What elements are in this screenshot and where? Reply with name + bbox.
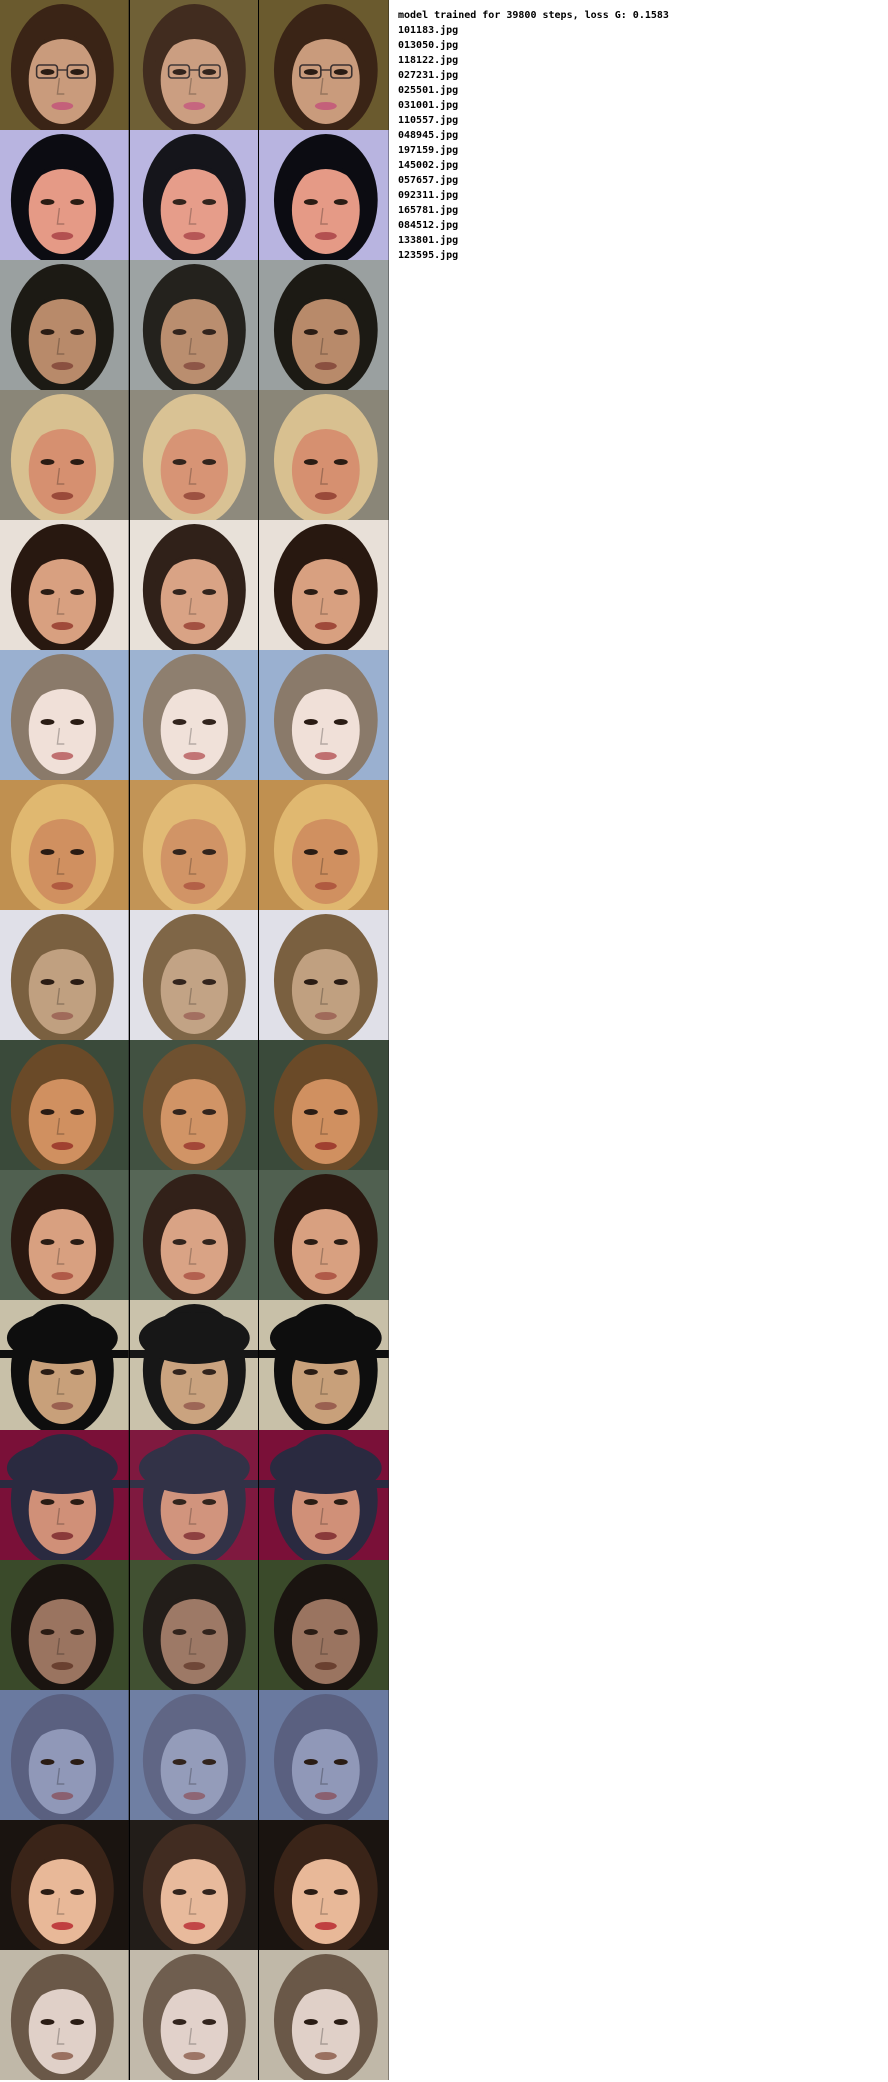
sample-row: [0, 1170, 389, 1300]
input-image: [0, 390, 130, 520]
reconstructed-image: [129, 0, 260, 130]
target-image: [259, 0, 389, 130]
sample-row: [0, 1690, 389, 1820]
target-image: [259, 1430, 389, 1560]
sample-row: [0, 650, 389, 780]
target-image: [259, 910, 389, 1040]
input-image: [0, 1820, 130, 1950]
input-image: [0, 260, 130, 390]
sample-row: [0, 1820, 389, 1950]
reconstructed-image: [129, 260, 260, 390]
target-image: [259, 260, 389, 390]
input-image: [0, 520, 130, 650]
reconstructed-image: [129, 1690, 260, 1820]
target-image: [259, 520, 389, 650]
sample-row: [0, 520, 389, 650]
sample-grid: [0, 0, 389, 2080]
target-image: [259, 1690, 389, 1820]
sample-row: [0, 1430, 389, 1560]
sample-row: [0, 0, 389, 130]
input-image: [0, 1950, 130, 2080]
sample-row: [0, 780, 389, 910]
reconstructed-image: [129, 520, 260, 650]
reconstructed-image: [129, 780, 260, 910]
reconstructed-image: [129, 390, 260, 520]
file-name: 057657.jpg: [398, 175, 459, 186]
training-log: model trained for 39800 steps, loss G: 0…: [398, 8, 878, 263]
reconstructed-image: [129, 130, 260, 260]
input-image: [0, 1560, 130, 1690]
target-image: [259, 650, 389, 780]
file-name: 027231.jpg: [398, 70, 459, 81]
target-image: [259, 1040, 389, 1170]
sample-row: [0, 260, 389, 390]
file-name: 165781.jpg: [398, 205, 459, 216]
input-image: [0, 1430, 130, 1560]
file-name: 092311.jpg: [398, 190, 459, 201]
input-image: [0, 780, 130, 910]
file-list: 101183.jpg 013050.jpg 118122.jpg 027231.jpg…: [398, 23, 878, 263]
file-name: 025501.jpg: [398, 85, 459, 96]
sample-row: [0, 910, 389, 1040]
file-name: 123595.jpg: [398, 250, 459, 261]
file-name: 084512.jpg: [398, 220, 459, 231]
file-name: 013050.jpg: [398, 40, 459, 51]
sample-row: [0, 1040, 389, 1170]
file-name: 048945.jpg: [398, 130, 459, 141]
file-name: 133801.jpg: [398, 235, 459, 246]
reconstructed-image: [129, 650, 260, 780]
target-image: [259, 1170, 389, 1300]
sample-row: [0, 1300, 389, 1430]
target-image: [259, 1950, 389, 2080]
file-name: 101183.jpg: [398, 25, 459, 36]
sample-row: [0, 1560, 389, 1690]
sample-row: [0, 390, 389, 520]
input-image: [0, 0, 130, 130]
file-name: 145002.jpg: [398, 160, 459, 171]
reconstructed-image: [129, 1430, 260, 1560]
target-image: [259, 1300, 389, 1430]
target-image: [259, 390, 389, 520]
input-image: [0, 1300, 130, 1430]
input-image: [0, 130, 130, 260]
reconstructed-image: [129, 1560, 260, 1690]
target-image: [259, 780, 389, 910]
input-image: [0, 910, 130, 1040]
status-line: model trained for 39800 steps, loss G: 0…: [398, 10, 669, 21]
reconstructed-image: [129, 910, 260, 1040]
reconstructed-image: [129, 1300, 260, 1430]
file-name: 118122.jpg: [398, 55, 459, 66]
sample-row: [0, 130, 389, 260]
input-image: [0, 650, 130, 780]
target-image: [259, 1560, 389, 1690]
target-image: [259, 1820, 389, 1950]
input-image: [0, 1690, 130, 1820]
reconstructed-image: [129, 1040, 260, 1170]
sample-row: [0, 1950, 389, 2080]
file-name: 110557.jpg: [398, 115, 459, 126]
reconstructed-image: [129, 1820, 260, 1950]
reconstructed-image: [129, 1950, 260, 2080]
input-image: [0, 1170, 130, 1300]
reconstructed-image: [129, 1170, 260, 1300]
file-name: 031001.jpg: [398, 100, 459, 111]
input-image: [0, 1040, 130, 1170]
target-image: [259, 130, 389, 260]
file-name: 197159.jpg: [398, 145, 459, 156]
